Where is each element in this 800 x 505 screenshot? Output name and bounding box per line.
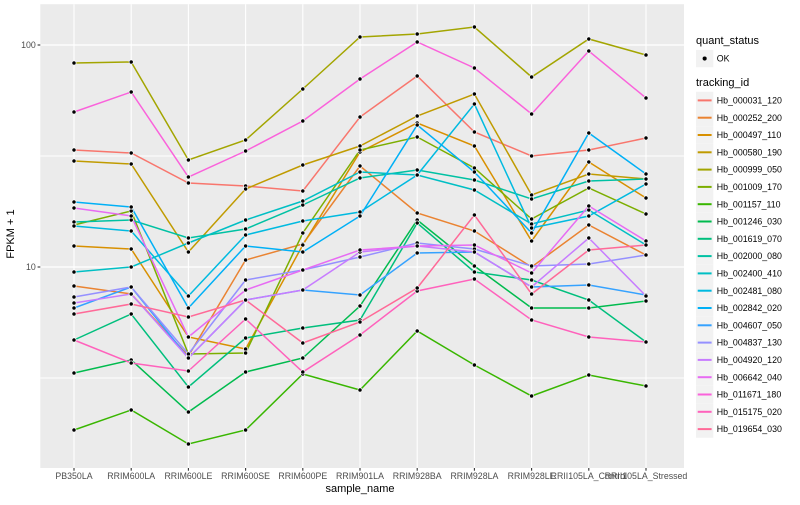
- svg-text:RRII105LA_Control: RRII105LA_Control: [551, 471, 627, 481]
- svg-text:Hb_001619_070: Hb_001619_070: [717, 234, 782, 244]
- svg-text:tracking_id: tracking_id: [696, 77, 749, 89]
- svg-text:RRIM928LA: RRIM928LA: [450, 471, 498, 481]
- svg-text:Hb_002000_080: Hb_002000_080: [717, 251, 782, 261]
- svg-text:Hb_001009_170: Hb_001009_170: [717, 182, 782, 192]
- svg-text:100: 100: [21, 40, 36, 50]
- svg-text:FPKM + 1: FPKM + 1: [5, 209, 17, 258]
- svg-text:Hb_002481_080: Hb_002481_080: [717, 286, 782, 296]
- svg-text:Hb_004607_050: Hb_004607_050: [717, 320, 782, 330]
- svg-text:Hb_006642_040: Hb_006642_040: [717, 372, 782, 382]
- svg-text:RRIM600PE: RRIM600PE: [278, 471, 327, 481]
- svg-text:Hb_001157_110: Hb_001157_110: [717, 199, 781, 209]
- svg-text:PB350LA: PB350LA: [55, 471, 92, 481]
- svg-text:Hb_019654_030: Hb_019654_030: [717, 424, 782, 434]
- svg-text:RRIM600SE: RRIM600SE: [221, 471, 270, 481]
- svg-text:RRIM928BA: RRIM928BA: [393, 471, 442, 481]
- svg-text:Hb_000497_110: Hb_000497_110: [717, 130, 782, 140]
- svg-text:Hb_002842_020: Hb_002842_020: [717, 303, 782, 313]
- svg-text:Hb_001246_030: Hb_001246_030: [717, 217, 782, 227]
- svg-text:Hb_002400_410: Hb_002400_410: [717, 269, 782, 279]
- svg-text:RRIM901LA: RRIM901LA: [336, 471, 384, 481]
- svg-text:RRIM600LA: RRIM600LA: [107, 471, 155, 481]
- svg-text:RRIM928LE: RRIM928LE: [508, 471, 556, 481]
- svg-text:Hb_000580_190: Hb_000580_190: [717, 147, 782, 157]
- svg-text:quant_status: quant_status: [696, 35, 759, 47]
- svg-text:RRII105LA_Stressed: RRII105LA_Stressed: [605, 471, 688, 481]
- svg-text:Hb_015175_020: Hb_015175_020: [717, 407, 782, 417]
- svg-text:Hb_000999_050: Hb_000999_050: [717, 165, 782, 175]
- svg-text:OK: OK: [717, 54, 730, 64]
- svg-text:Hb_000252_200: Hb_000252_200: [717, 113, 782, 123]
- svg-text:Hb_000031_120: Hb_000031_120: [717, 96, 782, 106]
- svg-text:Hb_004920_120: Hb_004920_120: [717, 355, 782, 365]
- svg-text:Hb_011671_180: Hb_011671_180: [717, 390, 782, 400]
- svg-text:Hb_004837_130: Hb_004837_130: [717, 338, 782, 348]
- svg-text:10: 10: [26, 262, 36, 272]
- svg-text:sample_name: sample_name: [325, 483, 394, 495]
- svg-text:RRIM600LE: RRIM600LE: [164, 471, 212, 481]
